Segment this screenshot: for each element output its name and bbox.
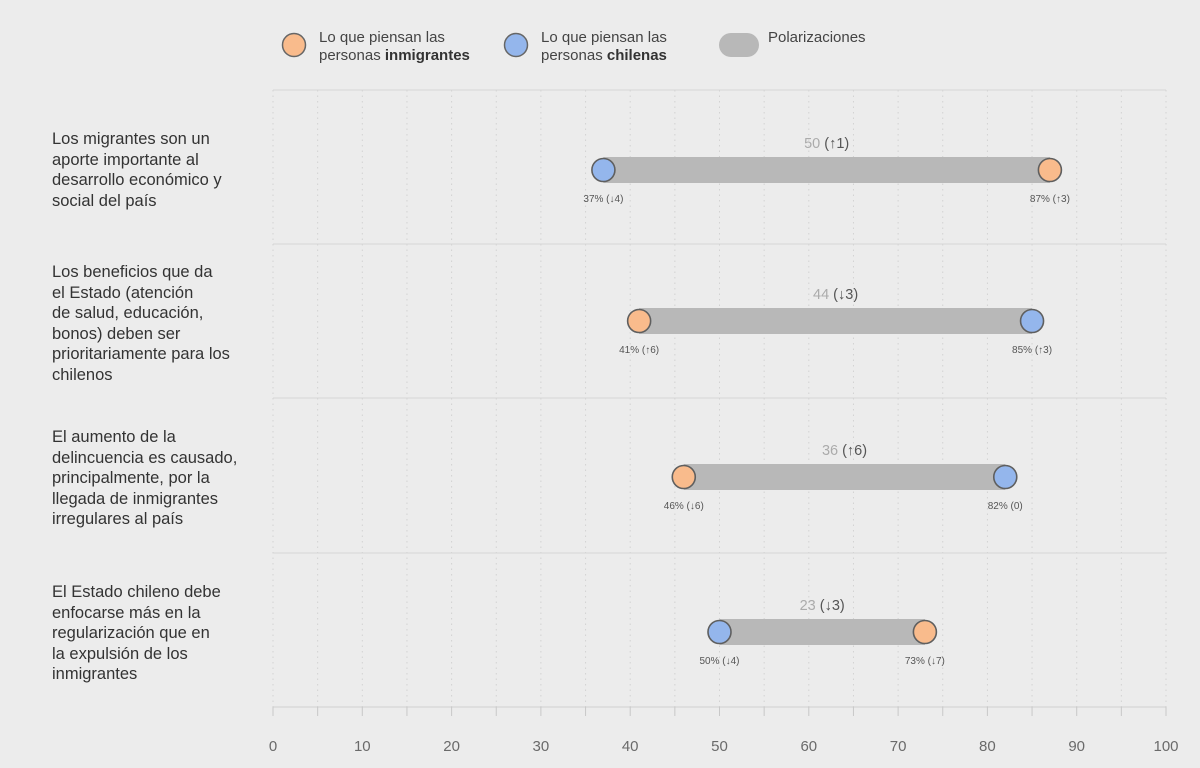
x-tick-label: 20 bbox=[443, 738, 460, 755]
legend-markers bbox=[281, 32, 759, 58]
x-tick-label: 30 bbox=[533, 738, 550, 755]
legend-immigrants-line2-bold: inmigrantes bbox=[384, 47, 470, 64]
x-tick-label: 80 bbox=[979, 738, 996, 755]
chileans-dot bbox=[1019, 308, 1045, 334]
row-label-line: inmigrantes bbox=[52, 665, 138, 683]
chileans-dot bbox=[707, 619, 732, 645]
row-label-line: desarrollo económico y bbox=[52, 171, 222, 189]
polarization-bar bbox=[683, 464, 1006, 490]
immigrants-dot bbox=[912, 619, 938, 645]
immigrants-value-label: 46% (↓6) bbox=[664, 501, 704, 512]
legend-polarization: Polarizaciones bbox=[768, 29, 866, 47]
polarization-bar bbox=[719, 619, 925, 645]
chileans-value-label: 85% (↑3) bbox=[1012, 345, 1052, 356]
immigrants-dot bbox=[671, 464, 697, 490]
row-label: El Estado chileno debe enfocarse más en l… bbox=[52, 582, 252, 685]
chileans-value-label: 50% (↓4) bbox=[699, 656, 739, 667]
row-label-line: enfocarse más en la bbox=[52, 603, 201, 622]
row-label-line: chilenos bbox=[52, 365, 113, 384]
row-label-line: llegada de inmigrantes bbox=[52, 489, 219, 508]
row-label-line: prioritariamente para los bbox=[52, 345, 230, 363]
row-label-line: el Estado (atención bbox=[52, 283, 194, 302]
polarization-bar bbox=[603, 157, 1050, 183]
polarization-label: 50 (↑1) bbox=[804, 136, 849, 152]
row-label-line: delincuencia es causado, bbox=[52, 448, 238, 467]
legend-chileans-line2-bold: chilenas bbox=[606, 47, 667, 64]
immigrants-value-label: 73% (↓7) bbox=[905, 656, 945, 667]
immigrants-value-label: 87% (↑3) bbox=[1030, 194, 1070, 205]
immigrants-dot bbox=[1037, 157, 1063, 183]
polarization-label: 44 (↓3) bbox=[813, 287, 858, 303]
row-label-line: regularización que en bbox=[52, 624, 210, 642]
x-tick-label: 50 bbox=[711, 738, 728, 755]
immigrants-dot bbox=[626, 308, 652, 334]
row-label-line: principalmente, por la bbox=[52, 469, 210, 487]
row-label: Los migrantes son un aporte importante al… bbox=[52, 129, 252, 211]
x-tick-label: 60 bbox=[800, 738, 817, 755]
row-label-line: irregulares al país bbox=[52, 510, 184, 528]
polarization-value: 23 bbox=[800, 598, 816, 614]
polarization-change: (↓3) bbox=[816, 598, 845, 614]
legend-chileans-line1: Lo que piensan las bbox=[541, 29, 667, 46]
legend-chileans-line2-prefix: personas bbox=[541, 47, 607, 64]
polarization-label: 36 (↑6) bbox=[822, 443, 867, 459]
row-label-line: El Estado chileno debe bbox=[52, 583, 221, 601]
polarization-value: 44 bbox=[813, 287, 829, 303]
polarization-change: (↑6) bbox=[838, 443, 867, 459]
polarization-change: (↑1) bbox=[820, 136, 849, 152]
row-label-line: aporte importante al bbox=[52, 150, 199, 169]
row-label-line: de salud, educación, bbox=[52, 304, 204, 322]
polarization-value: 36 bbox=[822, 443, 838, 459]
x-tick-label: 10 bbox=[354, 738, 371, 755]
legend-immigrants-line1: Lo que piensan las bbox=[319, 29, 445, 46]
chileans-value-label: 82% (0) bbox=[988, 501, 1023, 512]
row-label-line: Los beneficios que da bbox=[52, 263, 213, 281]
polarization-change: (↓3) bbox=[829, 287, 858, 303]
legend-chileans: Lo que piensan las personas chilenas bbox=[541, 29, 667, 65]
immigrants-value-label: 41% (↑6) bbox=[619, 345, 659, 356]
legend-polarization-marker bbox=[719, 33, 759, 57]
row-label-line: la expulsión de los bbox=[52, 644, 188, 663]
row-label: El aumento de la delincuencia es causado,… bbox=[52, 427, 252, 530]
chileans-value-label: 37% (↓4) bbox=[583, 194, 623, 205]
row-label-line: Los migrantes son un bbox=[52, 130, 210, 148]
x-tick-label: 90 bbox=[1068, 738, 1085, 755]
chileans-dot bbox=[992, 464, 1018, 490]
polarization-value: 50 bbox=[804, 136, 820, 152]
x-tick-label: 40 bbox=[622, 738, 639, 755]
row-label-line: social del país bbox=[52, 191, 157, 210]
x-tick-label: 100 bbox=[1153, 738, 1178, 755]
legend-immigrants: Lo que piensan las personas inmigrantes bbox=[319, 29, 470, 65]
legend-chileans-marker bbox=[503, 32, 529, 58]
chileans-dot bbox=[591, 157, 616, 183]
polarization-bar bbox=[639, 308, 1033, 334]
row-label-line: bonos) deben ser bbox=[52, 324, 181, 343]
legend-immigrants-line2-prefix: personas bbox=[319, 47, 385, 64]
polarization-label: 23 (↓3) bbox=[800, 598, 845, 614]
legend-polarization-label: Polarizaciones bbox=[768, 29, 866, 46]
x-tick-label: 70 bbox=[890, 738, 907, 755]
x-tick-label: 0 bbox=[269, 738, 277, 755]
row-label: Los beneficios que da el Estado (atención… bbox=[52, 262, 252, 385]
legend-immigrants-marker bbox=[281, 32, 307, 58]
row-label-line: El aumento de la bbox=[52, 428, 176, 446]
